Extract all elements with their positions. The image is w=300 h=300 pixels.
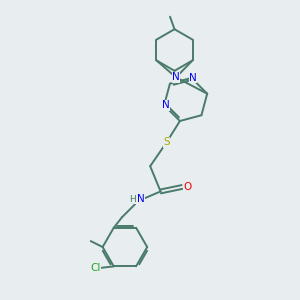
Text: N: N	[137, 194, 145, 205]
Text: O: O	[183, 182, 191, 192]
Text: H: H	[130, 195, 136, 204]
Text: Cl: Cl	[90, 263, 101, 273]
Text: N: N	[172, 72, 180, 82]
Text: N: N	[162, 100, 170, 110]
Text: S: S	[163, 137, 170, 147]
Text: N: N	[189, 73, 197, 83]
